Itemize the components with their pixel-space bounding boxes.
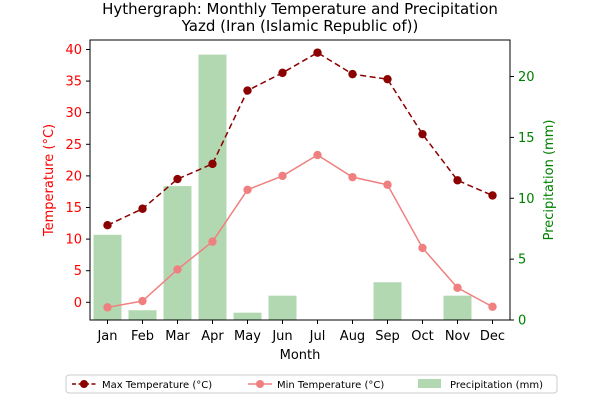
precipitation-bars xyxy=(93,54,472,320)
min-temp-point-mar xyxy=(173,265,182,274)
y-axis-right-label: Precipitation (mm) xyxy=(542,120,557,241)
precip-bar-apr xyxy=(198,54,227,320)
legend-precip-swatch xyxy=(418,379,441,388)
precip-bar-may xyxy=(233,312,262,320)
min-temp-point-nov xyxy=(453,283,462,292)
precip-bar-nov xyxy=(443,295,472,320)
plot-frame xyxy=(89,39,511,321)
max-temp-point-oct xyxy=(418,129,427,139)
x-tick-label: Jun xyxy=(271,329,292,344)
chart-subtitle: Yazd (Iran (Islamic Republic of)) xyxy=(181,17,419,35)
x-tick-label: Oct xyxy=(411,329,433,344)
max-temp-point-jan xyxy=(103,220,112,230)
x-axis: Jan Feb Mar Apr May Jun Jul Aug Sep Oct Nov Dec xyxy=(96,320,505,344)
min-temp-point-apr xyxy=(208,237,217,246)
precip-bar-mar xyxy=(163,186,192,320)
y-left-tick-label: 40 xyxy=(65,43,82,58)
y-left-tick-label: 10 xyxy=(65,233,82,248)
legend-min-label: Min Temperature (°C) xyxy=(277,380,384,391)
y-right-tick-label: 0 xyxy=(518,314,526,329)
x-tick-label: Jul xyxy=(309,329,326,344)
max-temp-point-aug xyxy=(348,69,357,79)
x-tick-label: Aug xyxy=(340,329,365,344)
min-temp-point-aug xyxy=(348,172,357,182)
max-temp-point-nov xyxy=(453,176,462,185)
max-temp-point-may xyxy=(243,86,252,95)
y-axis-right: 0 5 10 15 20 xyxy=(510,70,535,329)
legend-precip-label: Precipitation (mm) xyxy=(450,380,543,391)
max-temp-point-jul xyxy=(313,48,322,57)
max-temp-point-sep xyxy=(383,74,392,84)
x-axis-label: Month xyxy=(280,348,321,363)
x-tick-label: Mar xyxy=(165,329,190,344)
max-temp-point-apr xyxy=(208,159,217,169)
x-tick-label: Dec xyxy=(480,329,505,344)
y-axis-left: 0 5 10 15 20 25 30 35 40 xyxy=(65,43,90,311)
x-tick-label: May xyxy=(234,329,261,344)
min-temp-point-jun xyxy=(278,171,287,181)
y-right-tick-label: 10 xyxy=(518,192,535,207)
min-temp-point-may xyxy=(243,185,252,194)
precip-bar-feb xyxy=(128,310,157,320)
y-left-tick-label: 15 xyxy=(65,201,82,216)
chart-title: Hythergraph: Monthly Temperature and Pre… xyxy=(102,0,498,18)
min-temp-point-jul xyxy=(313,150,322,160)
max-temp-point-feb xyxy=(138,204,147,213)
precip-bar-jun xyxy=(268,295,297,320)
x-tick-label: Jan xyxy=(96,329,117,344)
y-right-tick-label: 5 xyxy=(518,253,526,268)
x-tick-label: Sep xyxy=(375,329,400,344)
y-left-tick-label: 20 xyxy=(65,169,82,184)
precip-bar-sep xyxy=(373,282,402,320)
y-left-tick-label: 5 xyxy=(74,264,82,279)
y-left-tick-label: 35 xyxy=(65,75,82,90)
legend: Max Temperature (°C) Min Temperature (°C… xyxy=(65,374,558,394)
max-temp-point-mar xyxy=(173,174,182,184)
max-temp-point-dec xyxy=(488,191,497,200)
min-temp-point-feb xyxy=(138,296,147,306)
y-right-tick-label: 20 xyxy=(518,70,535,85)
y-left-tick-label: 0 xyxy=(74,296,82,311)
max-temp-point-jun xyxy=(278,68,287,78)
legend-min-marker xyxy=(256,380,264,388)
x-tick-label: Apr xyxy=(201,329,224,344)
legend-max-marker xyxy=(80,380,88,388)
min-temp-point-sep xyxy=(383,180,392,189)
y-left-tick-label: 25 xyxy=(65,138,82,153)
temperature-lines xyxy=(103,48,497,312)
x-tick-label: Nov xyxy=(445,329,471,344)
min-temp-line xyxy=(107,154,493,309)
min-temp-point-oct xyxy=(418,243,427,253)
min-temp-point-dec xyxy=(488,302,497,311)
x-tick-label: Feb xyxy=(131,329,154,344)
y-right-tick-label: 15 xyxy=(518,131,535,146)
y-left-tick-label: 30 xyxy=(65,106,82,121)
legend-max-label: Max Temperature (°C) xyxy=(102,380,212,391)
max-temp-line xyxy=(107,51,493,226)
min-temp-point-jan xyxy=(103,303,112,312)
y-axis-left-label: Temperature (°C) xyxy=(42,124,57,237)
